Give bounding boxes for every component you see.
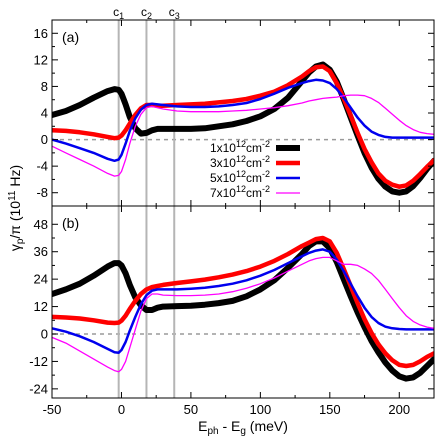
y-tick-label: 36 — [34, 244, 48, 259]
y-tick-label: 4 — [41, 106, 48, 121]
x-tick-label: 200 — [388, 402, 410, 417]
x-tick-label: 50 — [184, 402, 198, 417]
y-tick-label: 48 — [34, 217, 48, 232]
series-line-4 — [52, 94, 434, 177]
panel-a-label: (a) — [62, 29, 79, 45]
y-tick-label: 12 — [34, 52, 48, 67]
marker-labels: c1 c2 c3 — [113, 5, 180, 21]
y-axis-title: γp/π (1011 Hz) — [7, 165, 26, 251]
legend-label-3: 5x1012cm-2 — [210, 169, 270, 185]
legend-label-2: 3x1012cm-2 — [210, 154, 270, 170]
x-axis: -50 0 50 100 150 200 — [43, 402, 411, 417]
series-line-2 — [52, 235, 434, 369]
panel-b-frame — [51, 205, 435, 399]
x-tick-label: -50 — [43, 402, 62, 417]
legend-label-1: 1x1012cm-2 — [210, 139, 270, 155]
series-line-2 — [52, 64, 434, 189]
x-axis-title: Eph - Eg (meV) — [198, 418, 288, 437]
x-tick-label: 0 — [118, 402, 125, 417]
panel-b-label: (b) — [62, 215, 79, 231]
y-tick-label: -12 — [29, 354, 48, 369]
y-tick-label: 0 — [41, 327, 48, 342]
series-line-3 — [52, 78, 434, 163]
y-tick-label: 0 — [41, 132, 48, 147]
marker-label-c2: c2 — [141, 5, 152, 21]
marker-label-c1: c1 — [113, 5, 124, 21]
panel-a: 16 12 8 4 0 -4 -8 (a) — [34, 19, 435, 207]
series-line-1 — [52, 238, 434, 382]
x-tick-label: 150 — [319, 402, 341, 417]
series-line-4 — [52, 256, 434, 373]
series-line-1 — [52, 61, 434, 196]
panel-b: 48 36 24 12 0 -12 -24 (b) — [29, 205, 435, 399]
series-line-3 — [52, 248, 434, 354]
x-tick-label: 100 — [250, 402, 272, 417]
y-tick-label: 8 — [41, 79, 48, 94]
y-tick-label: 24 — [34, 272, 48, 287]
legend-label-4: 7x1012cm-2 — [210, 184, 270, 200]
y-tick-label: -4 — [36, 159, 48, 174]
y-tick-label: 12 — [34, 299, 48, 314]
marker-label-c3: c3 — [169, 5, 180, 21]
y-tick-label: -24 — [29, 381, 48, 396]
y-tick-label: -8 — [36, 185, 48, 200]
y-tick-label: 16 — [34, 26, 48, 41]
